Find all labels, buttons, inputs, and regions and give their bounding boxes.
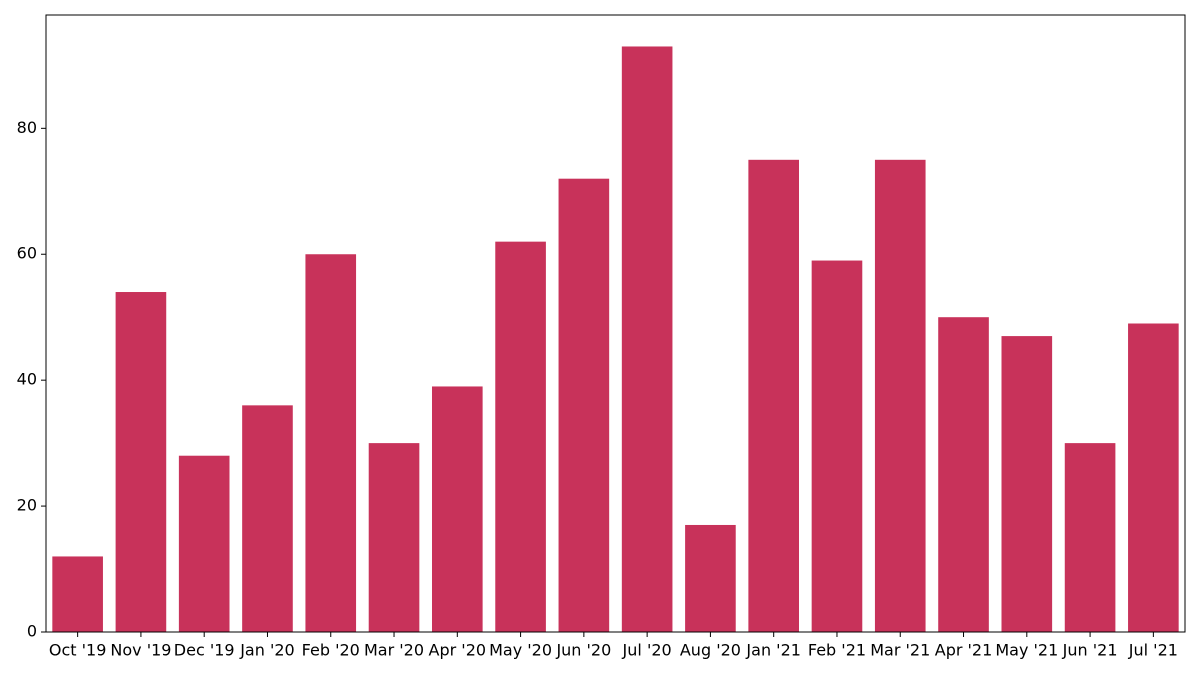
x-tick-label: Apr '21 — [935, 641, 993, 660]
y-tick-label: 20 — [17, 496, 37, 515]
x-tick-label: Nov '19 — [110, 641, 171, 660]
bar — [178, 455, 230, 632]
bar — [52, 556, 103, 632]
bar — [811, 260, 863, 632]
bar — [305, 254, 357, 632]
x-tick-label: Oct '19 — [49, 641, 107, 660]
y-tick-label: 0 — [27, 622, 37, 641]
x-tick-label: Apr '20 — [429, 641, 487, 660]
x-tick-label: May '20 — [489, 641, 552, 660]
bar — [874, 159, 926, 632]
bar — [748, 159, 800, 632]
bar — [368, 443, 420, 632]
bar — [495, 241, 546, 632]
bar — [621, 46, 673, 632]
bar — [115, 292, 167, 632]
plot-frame — [45, 14, 1186, 633]
bar — [938, 317, 989, 632]
x-tick-label: Feb '21 — [808, 641, 866, 660]
bar — [242, 405, 293, 632]
x-tick-label: Jan '20 — [239, 641, 295, 660]
bar — [685, 524, 736, 632]
y-tick-label: 80 — [17, 118, 37, 137]
x-tick-label: Jul '20 — [622, 641, 672, 660]
x-tick-label: Jun '20 — [555, 641, 611, 660]
x-tick-label: Mar '21 — [870, 641, 930, 660]
bar — [431, 386, 483, 632]
bar — [1128, 323, 1179, 632]
bar — [1064, 443, 1116, 632]
x-tick-label: Jan '21 — [745, 641, 801, 660]
bar — [558, 178, 610, 632]
y-tick-label: 60 — [17, 244, 37, 263]
x-tick-label: May '21 — [995, 641, 1058, 660]
x-tick-label: Feb '20 — [302, 641, 360, 660]
x-tick-label: Jun '21 — [1062, 641, 1118, 660]
x-tick-label: Mar '20 — [364, 641, 424, 660]
y-tick-label: 40 — [17, 370, 37, 389]
bar — [1001, 336, 1053, 632]
x-tick-label: Dec '19 — [174, 641, 235, 660]
x-tick-label: Aug '20 — [680, 641, 741, 660]
x-tick-label: Jul '21 — [1128, 641, 1178, 660]
